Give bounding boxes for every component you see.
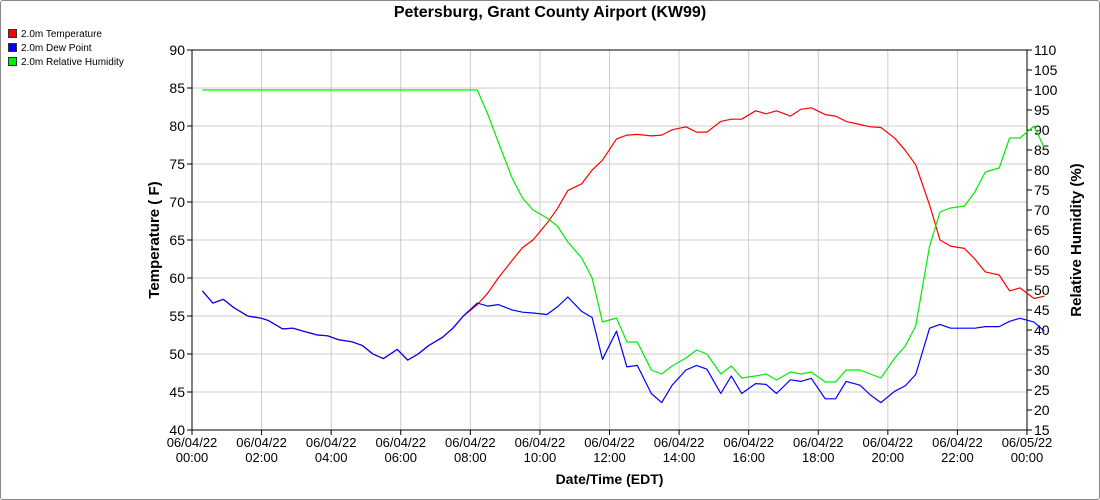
y-tick-label: 60 (169, 270, 185, 286)
x-tick-time-label: 00:00 (1011, 450, 1044, 465)
y2-tick-label: 60 (1034, 242, 1050, 258)
legend: 2.0m Temperature 2.0m Dew Point 2.0m Rel… (8, 28, 124, 70)
x-tick-time-label: 12:00 (593, 450, 626, 465)
x-tick-date-label: 06/04/22 (723, 435, 774, 450)
y-tick-label: 90 (169, 42, 185, 58)
y2-tick-label: 55 (1034, 262, 1050, 278)
legend-item-temperature: 2.0m Temperature (8, 28, 124, 42)
x-tick-date-label: 06/04/22 (515, 435, 566, 450)
y2-tick-label: 25 (1034, 382, 1050, 398)
legend-label-dew-point: 2.0m Dew Point (21, 43, 92, 54)
y2-tick-label: 80 (1034, 162, 1050, 178)
y-tick-label: 40 (169, 422, 185, 438)
x-tick-time-label: 00:00 (176, 450, 209, 465)
x-tick-time-label: 02:00 (245, 450, 278, 465)
x-tick-time-label: 14:00 (663, 450, 696, 465)
y2-tick-label: 95 (1034, 102, 1050, 118)
y-tick-label: 65 (169, 232, 185, 248)
legend-item-relative-humidity: 2.0m Relative Humidity (8, 56, 124, 70)
x-tick-time-label: 20:00 (872, 450, 905, 465)
legend-label-relative-humidity: 2.0m Relative Humidity (21, 57, 124, 68)
y2-tick-label: 110 (1034, 42, 1057, 58)
x-tick-time-label: 06:00 (384, 450, 417, 465)
x-tick-time-label: 16:00 (732, 450, 765, 465)
plot-border (191, 49, 1028, 431)
y-axis-title: Temperature ( F) (146, 181, 163, 298)
y2-tick-label: 75 (1034, 182, 1050, 198)
y2-tick-label: 105 (1034, 62, 1058, 78)
legend-item-dew-point: 2.0m Dew Point (8, 42, 124, 56)
y2-tick-label: 50 (1034, 282, 1050, 298)
y2-tick-label: 70 (1034, 202, 1050, 218)
series-line-dew-point (201, 290, 1045, 404)
y2-tick-label: 100 (1034, 82, 1058, 98)
x-tick-date-label: 06/04/22 (932, 435, 983, 450)
chart-title: Petersburg, Grant County Airport (KW99) (393, 4, 707, 21)
x-tick-time-label: 08:00 (454, 450, 487, 465)
legend-swatch-dew-point (8, 43, 17, 52)
y2-tick-label: 45 (1034, 302, 1050, 318)
y2-tick-label: 30 (1034, 362, 1050, 378)
legend-swatch-relative-humidity (8, 57, 17, 66)
y-tick-label: 45 (169, 384, 185, 400)
y-tick-label: 55 (169, 308, 185, 324)
y2-tick-label: 20 (1034, 402, 1050, 418)
y-tick-label: 80 (169, 118, 185, 134)
x-tick-date-label: 06/04/22 (375, 435, 426, 450)
y-tick-label: 70 (169, 194, 185, 210)
x-tick-date-label: 06/04/22 (167, 435, 218, 450)
y2-tick-label: 85 (1034, 142, 1050, 158)
y2-tick-label: 35 (1034, 342, 1050, 358)
y2-tick-label: 65 (1034, 222, 1050, 238)
x-tick-date-label: 06/04/22 (654, 435, 705, 450)
x-tick-date-label: 06/05/22 (1002, 435, 1053, 450)
y-tick-label: 50 (169, 346, 185, 362)
grid-lines (187, 49, 1032, 435)
x-tick-date-label: 06/04/22 (445, 435, 496, 450)
x-tick-time-label: 10:00 (524, 450, 557, 465)
x-tick-date-label: 06/04/22 (306, 435, 357, 450)
x-tick-time-label: 18:00 (802, 450, 835, 465)
x-tick-date-label: 06/04/22 (793, 435, 844, 450)
x-tick-date-label: 06/04/22 (236, 435, 287, 450)
y2-tick-label: 15 (1034, 422, 1050, 438)
x-tick-time-label: 22:00 (941, 450, 974, 465)
y-tick-label: 75 (169, 156, 185, 172)
y-tick-label: 85 (169, 80, 185, 96)
legend-swatch-temperature (8, 29, 17, 38)
y2-axis-title: Relative Humidity (%) (1068, 163, 1085, 316)
x-axis-title: Date/Time (EDT) (556, 471, 664, 487)
legend-label-temperature: 2.0m Temperature (21, 29, 102, 40)
x-tick-date-label: 06/04/22 (863, 435, 914, 450)
series-line-relative-humidity (202, 89, 1045, 383)
x-tick-date-label: 06/04/22 (584, 435, 635, 450)
x-tick-time-label: 04:00 (315, 450, 348, 465)
